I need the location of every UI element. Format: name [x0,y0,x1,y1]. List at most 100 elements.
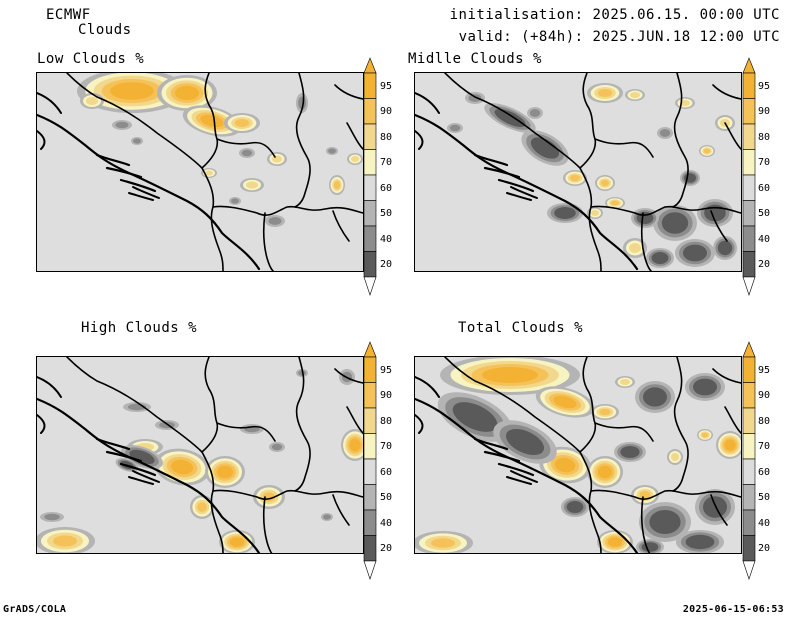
island [497,462,535,477]
colorbar-label: 95 [380,364,393,376]
cloud-cell [570,174,580,182]
colorbar-top-arrow [742,341,756,358]
cloud-cell [328,148,336,154]
island [95,437,131,451]
cloud-cell [351,156,359,162]
cloud-cell [651,252,669,264]
colorbar-bottom-arrow [742,276,756,296]
colorbar-label: 50 [380,492,393,504]
colorbar-segment [742,484,756,511]
cloud-cell [197,502,207,512]
colorbar-label: 80 [758,131,771,143]
colorbar-segment [742,458,756,485]
coastline [37,376,62,398]
render-timestamp: 2025-06-15-06:53 [682,604,784,615]
cloud-cell [591,210,599,216]
coastline [37,92,62,114]
cloud-cell [333,181,341,189]
coastline [37,130,46,150]
island [105,450,143,463]
colorbar-label: 60 [380,466,393,478]
colorbar-segment [742,72,756,99]
colorbar-segment [363,382,377,409]
cloud-cell [452,402,498,432]
cloud-cell [431,538,455,548]
colorbar-label: 40 [380,517,393,529]
colorbar-label: 40 [380,233,393,245]
border [640,212,652,271]
colorbar-segment [363,251,377,278]
map-middle [415,73,741,271]
cloud-cell [611,200,619,206]
colorbar-label: 20 [758,543,771,555]
cloud-cell [704,204,726,222]
island [132,186,160,199]
cloud-cell [271,443,283,451]
border [710,210,728,242]
map-panel-middle [414,72,742,272]
cloud-cell [449,124,461,132]
colorbar-label: 60 [758,182,771,194]
colorbar-label: 95 [758,364,771,376]
cloud-cell [323,514,331,520]
border [724,122,741,150]
cloud-cell [620,446,640,458]
border [672,357,689,492]
border [640,496,651,553]
map-panel-total [414,356,742,554]
island [119,178,157,193]
island [510,470,538,483]
colorbar-bottom-arrow [363,560,377,580]
border [579,167,602,271]
colorbar-top-arrow [742,57,756,74]
colorbar-segment [742,174,756,201]
colorbar-label: 40 [758,517,771,529]
cloud-cell [272,155,282,163]
model-name: ECMWF [46,7,91,23]
cloud-cell [630,92,640,98]
cloud-cell [229,537,245,547]
map-panel-high [36,356,364,554]
coastline [37,414,46,434]
cloud-cell [86,97,98,105]
cloud-cell [641,542,659,552]
colorbar-label: 95 [380,80,393,92]
border [201,451,224,553]
cloud-cell [703,148,711,154]
border [579,451,602,553]
cloud-cell [649,510,681,534]
colorbar-label: 50 [758,492,771,504]
map-panel-low [36,72,364,272]
cloud-cell [620,379,630,385]
colorbar-top-arrow [363,57,377,74]
border [262,212,274,271]
cloud-cell [554,457,576,473]
cloud-cell [724,439,736,451]
border [334,84,363,100]
colorbar-label: 90 [758,106,771,118]
border [346,122,363,150]
colorbar-bottom-arrow [742,560,756,580]
colorbar-segment [742,356,756,383]
map-total [415,357,741,553]
colorbar-segment [742,98,756,125]
cloud-cell [246,181,258,189]
colorbar-segment [363,356,377,383]
island [506,192,532,201]
cloud-cell [349,438,361,452]
cloud-cell [607,537,623,547]
island [119,462,157,477]
island [473,153,509,167]
colorbar-segment [363,123,377,150]
island [473,437,509,451]
border [332,494,350,526]
cloud-cell [234,119,250,127]
cloud-cell [680,100,690,106]
border [672,73,689,208]
cloud-cell [170,459,194,475]
border [334,368,363,384]
cloud-cell [505,428,545,456]
cloud-cell [175,85,199,101]
colorbar-segment [363,174,377,201]
colorbar-label: 90 [758,390,771,402]
